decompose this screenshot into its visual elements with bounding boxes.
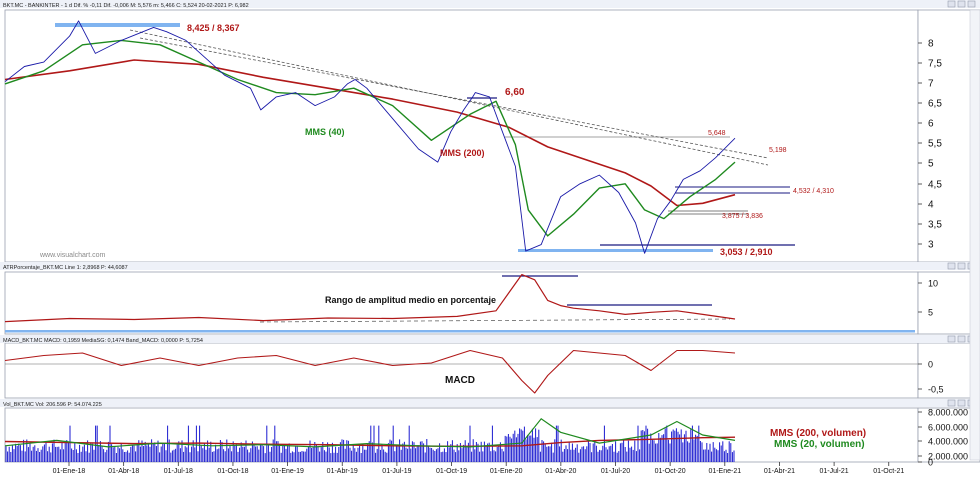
series-label: MMS (200): [440, 148, 485, 158]
minimize-icon: [947, 399, 956, 407]
panel-header: BKT.MC - BANKINTER - 1 d Dif. % -0,11 Di…: [3, 3, 249, 9]
price-annotation: 3,053 / 2,910: [720, 247, 773, 257]
panel-header-bar: [0, 262, 980, 270]
x-tick-label: 01-Jul-18: [164, 468, 193, 475]
price-annotation: 8,425 / 8,367: [187, 23, 240, 33]
y-tick-label: 6: [928, 119, 934, 130]
y-tick-label: 4,5: [928, 180, 942, 191]
panel-header-bar: [0, 0, 980, 8]
y-tick-label: 6.000.000: [928, 423, 968, 433]
x-tick-label: 01-Abr-21: [764, 468, 795, 475]
minimize-icon: [947, 0, 956, 8]
y-tick-label: 5,5: [928, 139, 942, 150]
panel-header: ATRPorcentaje_BKT.MC Line 1: 2,8968 P: 4…: [3, 265, 128, 271]
y-tick-label: 4: [928, 200, 934, 211]
panel-header: Vol_BKT.MC Vol: 206.596 P: 54.074.225: [3, 402, 102, 408]
x-tick-label: 01-Ene-20: [490, 468, 523, 475]
indicator-annotation: Rango de amplitud medio en porcentaje: [325, 295, 496, 305]
price-annotation: 6,60: [505, 87, 525, 98]
series-line: [4, 349, 736, 394]
y-axis-frame: [917, 9, 980, 263]
panel-frame: [4, 271, 919, 335]
panel-header-bar: [0, 399, 980, 407]
series-line: [4, 20, 736, 254]
level-highlight: [55, 23, 180, 27]
y-tick-label: 3: [928, 240, 934, 251]
y-tick-label: 7,5: [928, 59, 942, 70]
price-annotation: 4,532 / 4,310: [793, 188, 834, 195]
panel-frame: [4, 9, 919, 263]
y-tick-label: 5: [928, 159, 934, 170]
y-tick-label: 6,5: [928, 99, 942, 110]
reference-line: [259, 318, 731, 323]
x-tick-label: 01-Oct-18: [217, 468, 248, 475]
y-tick-label: 8.000.000: [928, 408, 968, 418]
y-tick-label: 10: [928, 279, 938, 289]
panel-frame: [4, 342, 919, 399]
x-tick-label: 01-Oct-19: [436, 468, 467, 475]
level-highlight: [5, 330, 915, 333]
x-tick-label: 01-Ene-21: [708, 468, 741, 475]
close-icon: [967, 0, 976, 8]
x-tick-label: 01-Jul-19: [382, 468, 411, 475]
y-axis-frame: [917, 342, 980, 399]
x-tick-label: 01-Jul-21: [820, 468, 849, 475]
series-label: MMS (40): [305, 127, 345, 137]
y-tick-label: 0: [928, 360, 933, 370]
x-tick-label: 01-Oct-20: [655, 468, 686, 475]
series-line: [4, 417, 736, 448]
price-annotation: 5,198: [769, 147, 787, 154]
y-tick-label: 8: [928, 39, 934, 50]
y-tick-label: 2.000.000: [928, 452, 968, 462]
y-tick-label: 3,5: [928, 220, 942, 231]
watermark: www.visualchart.com: [39, 252, 106, 259]
x-tick-label: 01-Ene-19: [271, 468, 304, 475]
y-tick-label: -0,5: [928, 385, 944, 395]
price-annotation: 3,875 / 3,836: [722, 213, 763, 220]
x-tick-label: 01-Abr-19: [327, 468, 358, 475]
minimize-icon: [947, 335, 956, 343]
series-line: [4, 59, 736, 207]
x-tick-label: 01-Ene-18: [53, 468, 86, 475]
trend-line: [139, 37, 769, 159]
maximize-icon: [957, 335, 966, 343]
series-line: [4, 39, 736, 237]
legend-label: MMS (200, volumen): [770, 428, 866, 439]
x-tick-label: 01-Abr-20: [545, 468, 576, 475]
y-tick-label: 7: [928, 79, 934, 90]
level-highlight: [518, 249, 713, 252]
x-tick-label: 01-Oct-21: [873, 468, 904, 475]
panel-header-bar: [0, 335, 980, 343]
x-tick-label: 01-Jul-20: [601, 468, 630, 475]
y-tick-label: 4.000.000: [928, 437, 968, 447]
y-tick-label: 0: [928, 458, 933, 468]
maximize-icon: [957, 399, 966, 407]
y-axis-frame: [917, 271, 980, 335]
trend-line: [129, 29, 769, 166]
x-tick-label: 01-Abr-18: [108, 468, 139, 475]
y-axis-frame: [917, 407, 980, 463]
minimize-icon: [947, 262, 956, 270]
series-line: [4, 274, 736, 323]
price-annotation: 5,648: [708, 130, 726, 137]
panel-header: MACD_BKT.MC MACD: 0,1959 MediaSG: 0,1474…: [3, 338, 203, 344]
scrollbar: [969, 9, 980, 461]
indicator-annotation: MACD: [445, 375, 475, 386]
maximize-icon: [957, 0, 966, 8]
legend-label: MMS (20, volumen): [774, 439, 865, 450]
maximize-icon: [957, 262, 966, 270]
y-tick-label: 5: [928, 308, 933, 318]
